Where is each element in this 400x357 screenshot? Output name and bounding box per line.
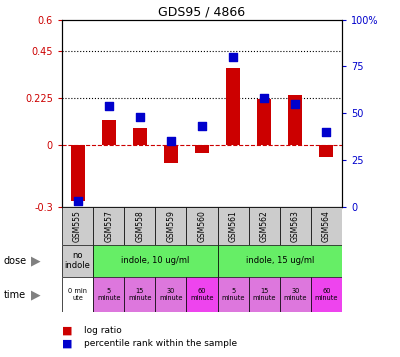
Bar [249,277,280,312]
Bar [257,99,271,145]
Text: 30
minute: 30 minute [159,288,183,301]
Text: GSM560: GSM560 [198,210,206,242]
Text: ▶: ▶ [31,254,41,267]
Text: GSM563: GSM563 [291,210,300,242]
Bar [218,207,249,245]
Bar [249,207,280,245]
Bar [93,277,124,312]
Bar [155,277,186,312]
Bar [62,245,93,277]
Text: 5
minute: 5 minute [97,288,120,301]
Bar [311,277,342,312]
Bar [93,245,218,277]
Text: percentile rank within the sample: percentile rank within the sample [84,339,237,348]
Text: 60
minute: 60 minute [315,288,338,301]
Text: ▶: ▶ [31,288,41,301]
Text: indole, 10 ug/ml: indole, 10 ug/ml [121,256,190,265]
Bar [288,95,302,145]
Text: GSM558: GSM558 [135,210,144,242]
Point [230,54,236,60]
Bar [155,207,186,245]
Text: no
indole: no indole [65,251,90,270]
Bar [124,207,155,245]
Bar [133,128,147,145]
Bar [186,207,218,245]
Bar [70,145,84,201]
Point [136,114,143,120]
Text: ■: ■ [62,325,72,335]
Bar [195,145,209,153]
Point [292,101,298,107]
Point [323,129,330,135]
Bar [62,277,93,312]
Text: GSM557: GSM557 [104,210,113,242]
Bar [186,277,218,312]
Point [199,124,205,129]
Bar [311,207,342,245]
Bar [320,145,334,157]
Title: GDS95 / 4866: GDS95 / 4866 [158,5,246,19]
Text: time: time [4,290,26,300]
Bar [164,145,178,164]
Text: 5
minute: 5 minute [221,288,245,301]
Bar [280,207,311,245]
Text: dose: dose [4,256,27,266]
Text: 60
minute: 60 minute [190,288,214,301]
Bar [93,207,124,245]
Point [261,96,268,101]
Point [106,103,112,109]
Text: 15
minute: 15 minute [252,288,276,301]
Text: ■: ■ [62,338,72,348]
Text: GSM555: GSM555 [73,210,82,242]
Point [168,139,174,144]
Text: 0 min
ute: 0 min ute [68,288,87,301]
Bar [226,67,240,145]
Text: GSM562: GSM562 [260,210,269,242]
Bar [218,277,249,312]
Text: GSM564: GSM564 [322,210,331,242]
Bar [124,277,155,312]
Bar [62,207,93,245]
Bar [102,120,116,145]
Bar [218,245,342,277]
Text: 30
minute: 30 minute [284,288,307,301]
Text: indole, 15 ug/ml: indole, 15 ug/ml [246,256,314,265]
Text: log ratio: log ratio [84,326,122,335]
Text: GSM561: GSM561 [229,210,238,242]
Point [74,198,81,204]
Bar [280,277,311,312]
Text: GSM559: GSM559 [166,210,175,242]
Text: 15
minute: 15 minute [128,288,152,301]
